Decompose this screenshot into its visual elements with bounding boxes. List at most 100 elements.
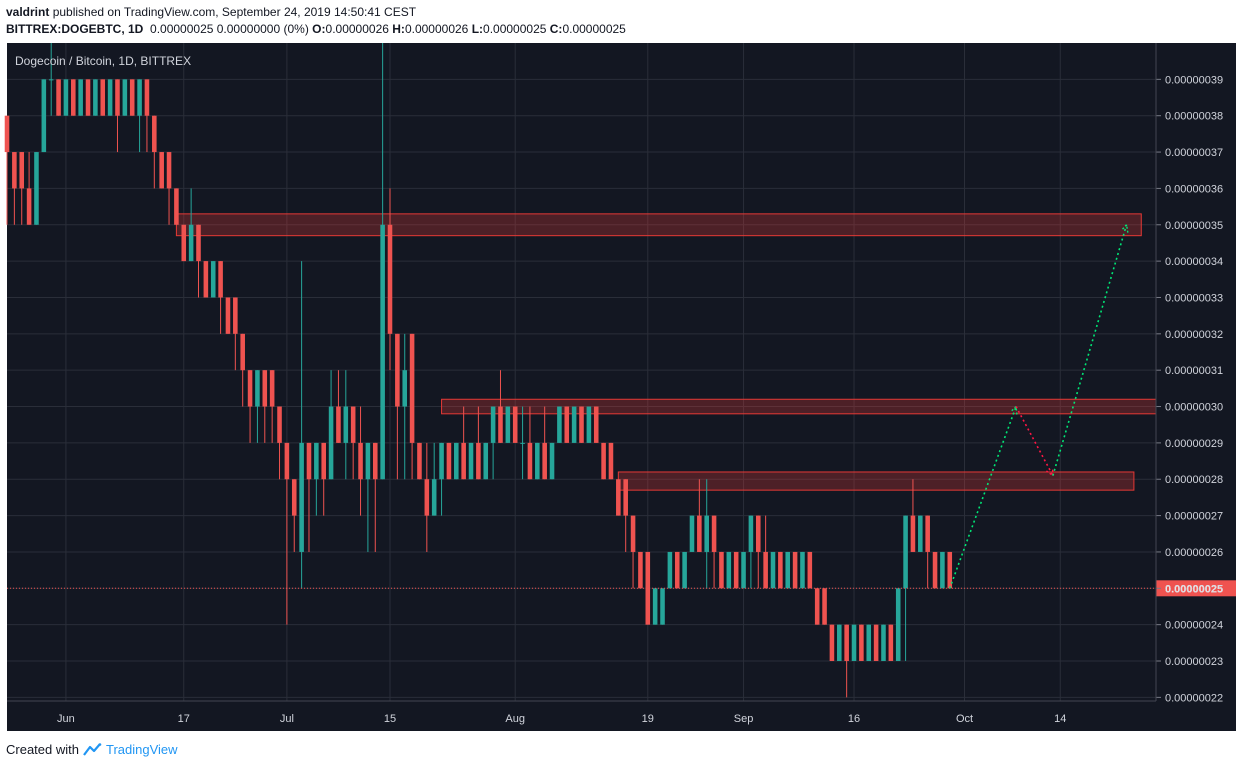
- candle[interactable]: [697, 479, 702, 552]
- candle[interactable]: [785, 551, 791, 589]
- candle[interactable]: [107, 79, 113, 116]
- candle[interactable]: [770, 551, 776, 589]
- candle[interactable]: [12, 152, 17, 225]
- candle[interactable]: [137, 79, 142, 153]
- candle[interactable]: [903, 515, 908, 662]
- candle[interactable]: [439, 442, 444, 516]
- candle[interactable]: [417, 442, 422, 480]
- candle[interactable]: [505, 406, 511, 443]
- candle[interactable]: [940, 551, 945, 589]
- candle[interactable]: [859, 624, 864, 662]
- candle[interactable]: [454, 442, 459, 480]
- resistance-zone[interactable]: [617, 471, 1135, 491]
- candle[interactable]: [586, 406, 592, 443]
- candle[interactable]: [56, 79, 61, 116]
- candle[interactable]: [873, 624, 879, 662]
- candle[interactable]: [829, 624, 835, 662]
- candle[interactable]: [652, 588, 658, 625]
- candle[interactable]: [210, 261, 216, 298]
- candle[interactable]: [277, 406, 282, 480]
- candle[interactable]: [711, 515, 717, 589]
- candle[interactable]: [188, 188, 194, 262]
- candle[interactable]: [350, 406, 356, 480]
- candle[interactable]: [395, 333, 400, 480]
- candle[interactable]: [932, 551, 938, 589]
- plot-background[interactable]: [7, 43, 1156, 701]
- candle[interactable]: [174, 188, 179, 225]
- candle[interactable]: [623, 479, 628, 552]
- projection-segment[interactable]: [949, 406, 1017, 589]
- candle[interactable]: [372, 442, 378, 552]
- candle[interactable]: [166, 152, 172, 225]
- candle[interactable]: [26, 152, 32, 225]
- candle[interactable]: [299, 261, 304, 589]
- candle[interactable]: [476, 406, 481, 480]
- candle[interactable]: [837, 624, 842, 662]
- candle[interactable]: [630, 515, 636, 589]
- candle[interactable]: [807, 551, 813, 589]
- candle[interactable]: [520, 406, 525, 480]
- candle[interactable]: [881, 624, 886, 662]
- candle[interactable]: [291, 479, 297, 552]
- candle[interactable]: [129, 79, 135, 116]
- candle[interactable]: [645, 551, 651, 625]
- candle[interactable]: [63, 79, 69, 116]
- candle[interactable]: [336, 370, 341, 443]
- candle[interactable]: [512, 406, 518, 443]
- candle[interactable]: [667, 551, 673, 589]
- candle[interactable]: [41, 79, 47, 153]
- candle[interactable]: [660, 588, 665, 625]
- candle[interactable]: [343, 370, 349, 480]
- candle[interactable]: [78, 79, 83, 116]
- candle[interactable]: [689, 515, 695, 552]
- candle[interactable]: [468, 442, 474, 480]
- author-name[interactable]: valdrint: [6, 5, 50, 19]
- candle[interactable]: [814, 588, 820, 625]
- candle[interactable]: [314, 442, 319, 516]
- resistance-zone[interactable]: [441, 398, 1157, 415]
- candle[interactable]: [616, 479, 621, 516]
- candle[interactable]: [755, 515, 761, 589]
- candle[interactable]: [918, 515, 923, 552]
- tradingview-brand[interactable]: TradingView: [83, 742, 178, 757]
- candle[interactable]: [306, 442, 312, 552]
- candle[interactable]: [844, 624, 849, 698]
- candle[interactable]: [682, 551, 687, 589]
- candle[interactable]: [800, 551, 805, 589]
- candle[interactable]: [490, 406, 496, 480]
- candle[interactable]: [225, 297, 231, 334]
- candle[interactable]: [822, 588, 827, 625]
- candle[interactable]: [424, 442, 430, 552]
- candle[interactable]: [284, 442, 290, 625]
- time-axis-background[interactable]: [7, 701, 1236, 731]
- candle[interactable]: [638, 551, 643, 589]
- candle[interactable]: [196, 224, 201, 298]
- candle[interactable]: [726, 551, 732, 589]
- candle[interactable]: [255, 370, 260, 443]
- candle[interactable]: [85, 79, 91, 116]
- candle[interactable]: [571, 406, 577, 443]
- candle[interactable]: [152, 115, 157, 189]
- candle[interactable]: [358, 406, 363, 516]
- candle[interactable]: [240, 333, 245, 407]
- candle[interactable]: [866, 624, 872, 662]
- candle[interactable]: [181, 224, 187, 262]
- candle[interactable]: [564, 406, 570, 443]
- candle[interactable]: [535, 442, 540, 480]
- candle[interactable]: [380, 43, 385, 480]
- resistance-zone[interactable]: [175, 213, 1142, 237]
- candle[interactable]: [269, 370, 275, 443]
- candle[interactable]: [733, 551, 739, 589]
- candle[interactable]: [93, 79, 98, 116]
- candle[interactable]: [431, 442, 437, 516]
- candle[interactable]: [461, 406, 466, 480]
- candle[interactable]: [498, 370, 503, 443]
- candle[interactable]: [778, 551, 783, 589]
- candle[interactable]: [527, 406, 533, 480]
- projection-segment[interactable]: [1052, 224, 1128, 476]
- candle[interactable]: [792, 551, 798, 589]
- candle[interactable]: [4, 115, 10, 225]
- candle[interactable]: [910, 479, 916, 552]
- candle[interactable]: [233, 297, 238, 371]
